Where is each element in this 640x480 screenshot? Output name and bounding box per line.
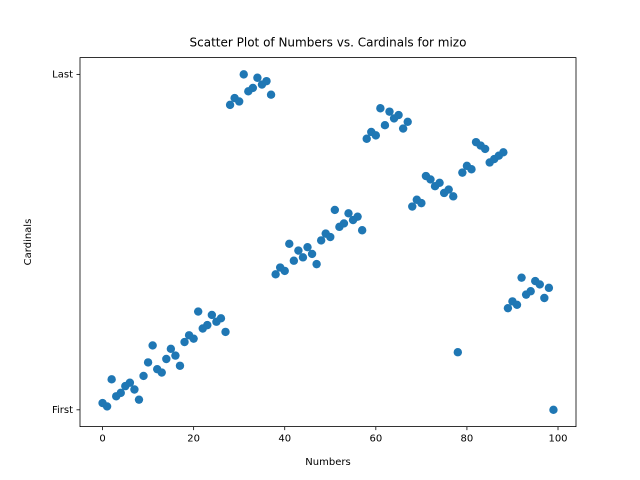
point xyxy=(162,354,171,364)
point xyxy=(262,76,271,86)
point xyxy=(280,266,289,276)
point xyxy=(339,219,349,228)
point xyxy=(408,202,417,211)
point xyxy=(157,368,166,377)
point xyxy=(139,371,148,381)
point xyxy=(426,175,435,184)
point xyxy=(207,310,217,320)
point xyxy=(266,90,276,99)
point xyxy=(303,242,312,252)
point xyxy=(403,117,412,127)
point xyxy=(239,70,248,79)
point xyxy=(549,405,558,415)
point xyxy=(189,334,198,343)
point xyxy=(385,107,394,116)
point xyxy=(221,327,230,337)
point xyxy=(444,185,453,194)
y-tick-label: First xyxy=(52,405,73,416)
point xyxy=(449,192,458,201)
point xyxy=(353,212,362,221)
point xyxy=(517,273,526,282)
point xyxy=(285,239,294,248)
point xyxy=(193,307,203,316)
point xyxy=(102,402,112,411)
point xyxy=(526,287,535,296)
x-tick-label: 100 xyxy=(548,434,567,445)
point xyxy=(116,388,125,398)
y-axis-label: Cardinals xyxy=(23,219,34,266)
point xyxy=(467,165,476,174)
point xyxy=(326,232,335,242)
point xyxy=(458,168,467,177)
point xyxy=(503,303,513,313)
point xyxy=(394,110,403,120)
point xyxy=(435,178,444,188)
point xyxy=(203,320,212,330)
point xyxy=(130,385,139,394)
point xyxy=(535,280,544,289)
point xyxy=(166,344,176,354)
point xyxy=(312,259,321,269)
x-tick-label: 20 xyxy=(187,434,200,445)
point xyxy=(107,375,116,384)
chart-title: Scatter Plot of Numbers vs. Cardinals fo… xyxy=(190,36,467,50)
point xyxy=(376,104,385,113)
point xyxy=(453,348,463,357)
point xyxy=(362,134,371,143)
x-tick-label: 80 xyxy=(461,434,474,445)
point xyxy=(294,246,303,255)
point xyxy=(371,131,381,140)
point xyxy=(216,314,226,323)
point xyxy=(125,378,135,387)
point xyxy=(544,283,554,293)
point xyxy=(248,83,258,93)
point xyxy=(417,198,426,208)
x-tick-label: 40 xyxy=(278,434,291,445)
axes-frame xyxy=(79,57,577,427)
point xyxy=(357,226,367,235)
x-tick-label: 60 xyxy=(369,434,382,445)
y-tick-label: Last xyxy=(52,69,73,80)
point xyxy=(271,270,280,279)
point xyxy=(134,395,144,404)
point xyxy=(298,253,308,262)
point xyxy=(344,209,353,218)
point xyxy=(234,97,244,106)
point xyxy=(225,100,235,110)
point xyxy=(540,293,549,303)
x-axis-label: Numbers xyxy=(305,457,350,468)
point xyxy=(480,144,490,154)
point xyxy=(143,358,153,367)
point xyxy=(307,249,317,259)
point xyxy=(398,124,408,133)
point xyxy=(380,120,390,130)
point xyxy=(330,205,340,215)
point xyxy=(499,148,508,157)
point xyxy=(175,361,185,370)
x-tick-label: 0 xyxy=(99,434,105,445)
point xyxy=(180,337,189,347)
point xyxy=(289,256,299,265)
point xyxy=(512,300,522,309)
point xyxy=(171,351,180,360)
point xyxy=(316,236,326,245)
point xyxy=(148,341,157,350)
point xyxy=(253,73,262,82)
